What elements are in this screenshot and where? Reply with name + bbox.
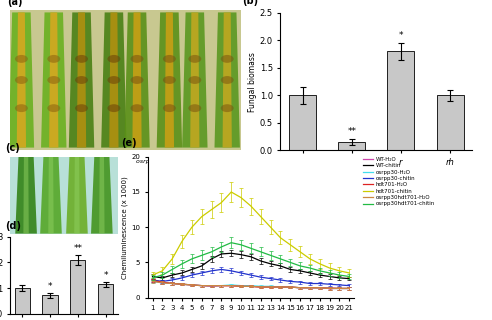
Polygon shape xyxy=(215,12,240,148)
Circle shape xyxy=(221,104,234,112)
Legend: WT-H₂O, WT-chitin, osrpp30-H₂O, osrpp30-chitin, hdt701-H₂O, hdt701-chitin, osrpp: WT-H₂O, WT-chitin, osrpp30-H₂O, osrpp30-… xyxy=(363,157,435,206)
Bar xyxy=(387,51,414,150)
Polygon shape xyxy=(91,157,113,234)
Circle shape xyxy=(15,76,28,84)
Text: *: * xyxy=(103,271,108,280)
Polygon shape xyxy=(66,157,88,234)
Circle shape xyxy=(107,76,121,84)
Polygon shape xyxy=(40,157,62,234)
Text: osrpp30hdt701 (rh): osrpp30hdt701 (rh) xyxy=(180,159,242,164)
Text: rh: rh xyxy=(98,241,106,250)
Bar xyxy=(98,284,113,314)
Polygon shape xyxy=(74,157,80,234)
Circle shape xyxy=(15,55,28,63)
Circle shape xyxy=(188,55,201,63)
Text: (b): (b) xyxy=(242,0,258,6)
Polygon shape xyxy=(156,12,182,148)
Bar xyxy=(15,288,30,314)
Circle shape xyxy=(188,104,201,112)
Text: (a): (a) xyxy=(7,0,23,7)
Text: (d): (d) xyxy=(5,221,22,231)
Circle shape xyxy=(130,104,144,112)
Polygon shape xyxy=(69,12,94,148)
Circle shape xyxy=(15,104,28,112)
Polygon shape xyxy=(132,12,142,148)
Polygon shape xyxy=(17,12,26,148)
Text: (e): (e) xyxy=(121,138,136,148)
Text: osrpp30 (r): osrpp30 (r) xyxy=(135,159,171,164)
Circle shape xyxy=(47,55,60,63)
Polygon shape xyxy=(182,12,208,148)
Circle shape xyxy=(221,76,234,84)
Circle shape xyxy=(130,76,144,84)
Polygon shape xyxy=(49,12,59,148)
Text: *: * xyxy=(399,31,403,40)
Circle shape xyxy=(163,55,176,63)
Circle shape xyxy=(47,76,60,84)
Text: (c): (c) xyxy=(5,143,20,153)
Polygon shape xyxy=(165,12,174,148)
Text: **: ** xyxy=(73,244,82,253)
Text: h: h xyxy=(49,241,54,250)
Polygon shape xyxy=(222,12,232,148)
Y-axis label: Fungal biomass: Fungal biomass xyxy=(248,52,257,112)
Polygon shape xyxy=(77,12,86,148)
Polygon shape xyxy=(9,12,34,148)
Circle shape xyxy=(107,55,121,63)
Polygon shape xyxy=(101,12,126,148)
Text: WT: WT xyxy=(20,241,32,250)
Polygon shape xyxy=(109,12,119,148)
Text: hdt701 (h): hdt701 (h) xyxy=(81,159,115,164)
Circle shape xyxy=(130,55,144,63)
Circle shape xyxy=(75,104,88,112)
Circle shape xyxy=(221,55,234,63)
Circle shape xyxy=(75,55,88,63)
Text: r: r xyxy=(75,241,79,250)
Polygon shape xyxy=(124,12,150,148)
Y-axis label: Chemiluminescence (x 1000): Chemiluminescence (x 1000) xyxy=(122,176,128,279)
Polygon shape xyxy=(15,157,37,234)
Circle shape xyxy=(163,76,176,84)
Bar xyxy=(70,260,86,314)
Circle shape xyxy=(163,104,176,112)
Circle shape xyxy=(75,76,88,84)
Bar xyxy=(42,295,58,314)
Circle shape xyxy=(188,76,201,84)
Text: WT: WT xyxy=(32,159,43,164)
Polygon shape xyxy=(41,12,66,148)
Text: *: * xyxy=(48,282,52,291)
Polygon shape xyxy=(48,157,54,234)
Bar xyxy=(289,95,316,150)
Text: **: ** xyxy=(347,127,356,136)
Bar xyxy=(436,95,463,150)
Circle shape xyxy=(107,104,121,112)
Polygon shape xyxy=(24,157,29,234)
Bar xyxy=(338,142,366,150)
Polygon shape xyxy=(190,12,199,148)
Circle shape xyxy=(47,104,60,112)
Polygon shape xyxy=(99,157,105,234)
